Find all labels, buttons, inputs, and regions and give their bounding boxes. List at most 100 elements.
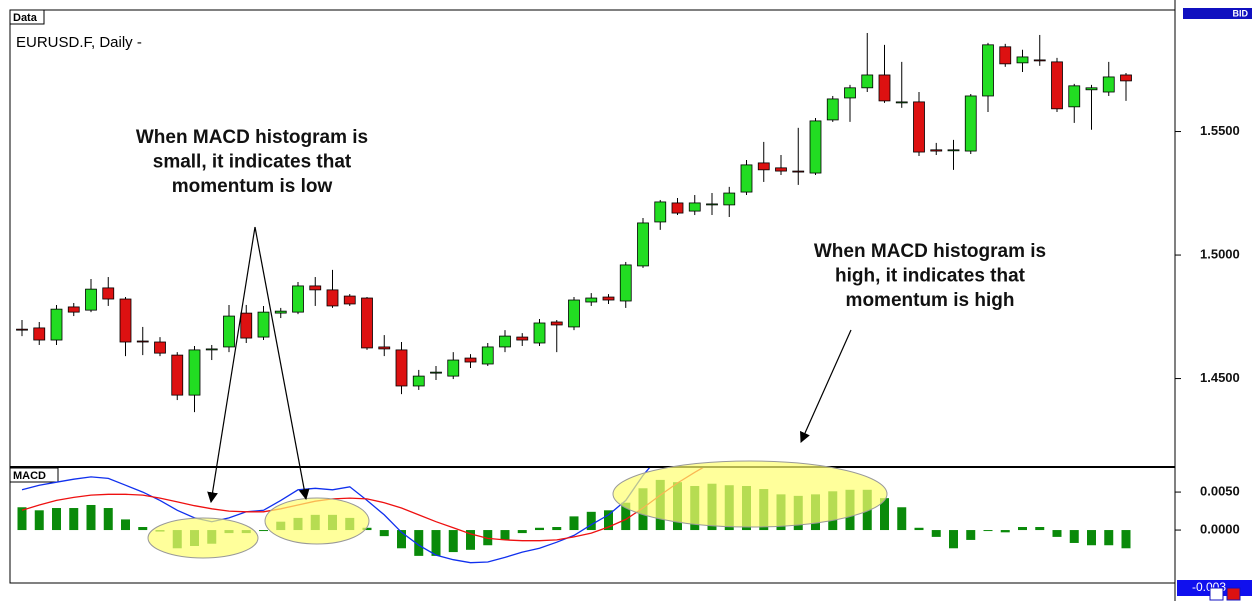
histogram-bar — [552, 527, 562, 531]
candle-body — [171, 354, 184, 396]
candle-body — [792, 170, 805, 173]
candle-body — [464, 357, 477, 363]
candle-body — [844, 87, 856, 99]
candle-body — [688, 202, 701, 212]
candle-body — [706, 203, 718, 206]
candle-body — [67, 306, 80, 313]
histogram-bar — [535, 527, 544, 531]
histogram-bar — [604, 510, 613, 531]
highlight — [612, 460, 888, 528]
bid-label: BID — [1233, 8, 1249, 18]
histogram-bar — [500, 530, 510, 540]
histogram-bar — [52, 508, 61, 531]
candle-body — [85, 288, 97, 311]
macd-label: MACD — [13, 470, 46, 482]
histogram-bar — [448, 530, 458, 553]
candle-body — [826, 98, 839, 121]
chart-title: EURUSD.F, Daily - — [16, 34, 142, 51]
macd-label-box — [9, 467, 59, 483]
candle-body — [895, 101, 908, 104]
macd-line — [21, 468, 704, 542]
candle-body — [292, 285, 304, 313]
candle-body — [723, 192, 736, 206]
candle-body — [343, 295, 356, 305]
histogram-bar — [86, 504, 96, 531]
highlight — [264, 497, 370, 545]
candle-body — [119, 298, 132, 343]
arrow — [207, 226, 256, 504]
histogram-bar — [914, 527, 924, 531]
histogram-bar — [983, 530, 993, 532]
candle-body — [654, 201, 667, 223]
histogram-bar — [466, 530, 475, 550]
candle-body — [412, 375, 425, 387]
highlight — [147, 517, 259, 559]
candle-body — [878, 74, 891, 102]
candle-body — [740, 164, 753, 193]
histogram-bar — [431, 530, 441, 556]
candle-body — [550, 321, 563, 326]
bid-box — [1183, 8, 1252, 19]
panel-label-box — [9, 9, 45, 25]
y-tick-label: 1.5000 — [1200, 246, 1240, 261]
candle-body — [309, 285, 322, 291]
candle-body — [223, 315, 235, 348]
scroll-button[interactable] — [1226, 587, 1241, 601]
arrow — [800, 329, 852, 443]
candle-body — [930, 149, 943, 152]
candle-body — [102, 287, 115, 300]
histogram-bar — [34, 510, 44, 531]
histogram-bar — [1104, 530, 1114, 546]
histogram-bar — [1018, 527, 1027, 531]
histogram-bar — [621, 502, 631, 531]
candle-body — [516, 336, 529, 341]
annotation: When MACD histogram is — [814, 241, 1046, 262]
candle-body — [861, 74, 874, 89]
candle-body — [257, 311, 270, 338]
candle-body — [585, 297, 598, 303]
annotations: When MACD histogram is small, it indicate… — [136, 127, 1046, 559]
histogram-bar — [1069, 530, 1079, 543]
histogram-bar — [1035, 527, 1045, 531]
candle-body — [671, 202, 684, 214]
panel-label: Data — [13, 12, 38, 24]
histogram-bar — [483, 530, 493, 546]
candle-body — [205, 348, 218, 351]
candle-body — [16, 328, 28, 331]
candle-body — [1016, 56, 1029, 64]
histogram-bar — [880, 498, 889, 531]
candle-body — [568, 299, 580, 328]
candle-body — [50, 308, 63, 341]
histogram-bar — [569, 516, 579, 531]
histogram-bar — [897, 507, 907, 531]
annotation: When MACD histogram is — [136, 127, 368, 148]
annotation: momentum is high — [846, 290, 1015, 311]
histogram-bar — [414, 530, 424, 556]
histogram-bar — [362, 527, 372, 531]
candle-body — [361, 297, 373, 349]
candle-body — [1085, 87, 1098, 91]
price-panel — [16, 32, 1132, 413]
candle-body — [637, 222, 649, 267]
candle-body — [154, 341, 166, 354]
histogram-bar — [1087, 530, 1096, 546]
scroll-button[interactable] — [1209, 587, 1224, 601]
histogram-bar — [397, 530, 406, 549]
candle-body — [395, 349, 408, 387]
y-tick-label: 1.4500 — [1200, 370, 1240, 385]
candle-body — [1051, 61, 1063, 110]
candle-body — [947, 149, 960, 152]
histogram-bar — [966, 530, 976, 540]
candle-body — [481, 346, 494, 365]
candle-body — [533, 322, 546, 344]
macd-line — [21, 468, 651, 564]
candle-body — [378, 346, 391, 350]
histogram-bar — [17, 507, 27, 531]
histogram-bar — [259, 530, 268, 532]
candle-body — [33, 327, 46, 341]
candle-body — [430, 371, 442, 374]
y-tick-label: 0.0050 — [1200, 484, 1240, 499]
candle-body — [982, 44, 994, 97]
histogram-bar — [121, 519, 130, 531]
